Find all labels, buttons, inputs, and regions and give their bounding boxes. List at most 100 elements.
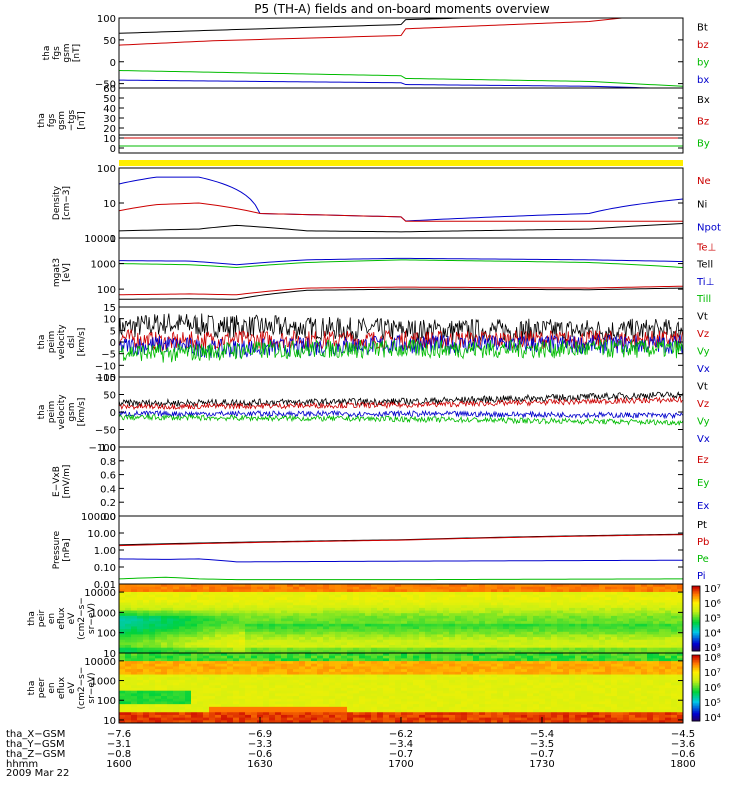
heat-cell bbox=[227, 674, 234, 678]
heat-cell bbox=[191, 709, 198, 713]
heat-cell bbox=[593, 704, 600, 708]
heat-cell bbox=[677, 599, 683, 604]
heat-cell bbox=[161, 720, 168, 723]
heat-cell bbox=[173, 639, 180, 643]
heat-cell bbox=[461, 610, 468, 614]
heat-cell bbox=[425, 696, 432, 700]
heat-cell bbox=[269, 642, 276, 646]
heat-cell bbox=[221, 679, 228, 684]
heat-cell bbox=[407, 653, 414, 657]
heat-cell bbox=[287, 650, 294, 653]
heat-cell bbox=[335, 621, 342, 625]
heat-cell bbox=[473, 599, 480, 604]
heat-cell bbox=[599, 717, 606, 721]
heat-cell bbox=[449, 653, 456, 657]
heat-cell bbox=[557, 690, 564, 694]
heat-cell bbox=[167, 685, 174, 689]
heat-cell bbox=[293, 597, 300, 601]
heat-cell bbox=[149, 706, 156, 711]
heat-cell bbox=[293, 586, 300, 590]
heat-cell bbox=[569, 607, 576, 612]
heat-cell bbox=[521, 607, 528, 612]
heat-cell bbox=[251, 629, 258, 633]
heat-cell bbox=[587, 653, 594, 657]
heat-cell bbox=[569, 661, 576, 665]
heat-cell bbox=[635, 618, 642, 622]
heat-cell bbox=[233, 626, 240, 630]
heat-cell bbox=[515, 629, 522, 633]
heat-cell bbox=[425, 613, 432, 617]
heat-cell bbox=[479, 696, 486, 700]
heat-cell bbox=[251, 661, 258, 665]
heat-cell bbox=[287, 626, 294, 630]
heat-cell bbox=[593, 717, 600, 721]
heat-cell bbox=[587, 599, 594, 604]
heat-cell bbox=[263, 631, 270, 636]
heat-cell bbox=[509, 671, 516, 676]
heat-cell bbox=[329, 589, 336, 593]
heat-cell bbox=[125, 647, 132, 651]
heat-cell bbox=[167, 607, 174, 612]
heat-cell bbox=[395, 704, 402, 708]
heat-cell bbox=[149, 679, 156, 684]
heat-cell bbox=[365, 650, 372, 653]
heat-cell bbox=[437, 584, 444, 588]
heat-cell bbox=[617, 696, 624, 700]
heat-cell bbox=[659, 586, 666, 590]
heat-cell bbox=[227, 661, 234, 665]
heat-cell bbox=[161, 599, 168, 604]
heat-cell bbox=[653, 615, 660, 620]
heat-cell bbox=[293, 685, 300, 689]
heat-cell bbox=[323, 685, 330, 689]
heat-cell bbox=[161, 594, 168, 598]
heat-cell bbox=[191, 642, 198, 646]
heat-cell bbox=[581, 607, 588, 612]
heat-cell bbox=[449, 669, 456, 673]
heat-cell bbox=[299, 621, 306, 625]
heat-cell bbox=[269, 674, 276, 678]
heat-cell bbox=[197, 709, 204, 713]
heat-cell bbox=[215, 637, 222, 641]
heat-cell bbox=[269, 615, 276, 620]
heat-cell bbox=[443, 693, 450, 697]
heat-cell bbox=[557, 642, 564, 646]
heat-cell bbox=[335, 661, 342, 665]
heat-cell bbox=[545, 714, 552, 719]
heat-cell bbox=[641, 626, 648, 630]
heat-cell bbox=[587, 669, 594, 673]
heat-cell bbox=[179, 704, 186, 708]
heat-cell bbox=[257, 650, 264, 653]
heat-cell bbox=[611, 709, 618, 713]
heat-cell bbox=[413, 653, 420, 657]
heat-cell bbox=[131, 584, 138, 588]
heat-cell bbox=[299, 634, 306, 638]
heat-cell bbox=[461, 717, 468, 721]
heat-cell bbox=[365, 661, 372, 665]
heat-cell bbox=[305, 631, 312, 636]
heat-cell bbox=[617, 602, 624, 606]
heat-cell bbox=[161, 688, 168, 692]
heat-cell bbox=[329, 701, 336, 705]
heat-cell bbox=[587, 613, 594, 617]
heat-cell bbox=[359, 610, 366, 614]
heat-cell bbox=[431, 704, 438, 708]
heat-cell bbox=[419, 591, 426, 596]
heat-cell bbox=[473, 712, 480, 716]
heat-cell bbox=[473, 682, 480, 686]
heat-cell bbox=[125, 645, 132, 649]
heat-cell bbox=[161, 669, 168, 673]
heat-cell bbox=[527, 597, 534, 601]
heat-cell bbox=[497, 647, 504, 651]
legend-Vz: Vz bbox=[697, 399, 709, 410]
heat-cell bbox=[275, 645, 282, 649]
heat-cell bbox=[659, 637, 666, 641]
heat-cell bbox=[665, 602, 672, 606]
heat-cell bbox=[365, 610, 372, 614]
heat-cell bbox=[563, 714, 570, 719]
heat-cell bbox=[581, 613, 588, 617]
heat-cell bbox=[521, 655, 528, 659]
heat-cell bbox=[119, 720, 126, 723]
heat-cell bbox=[335, 586, 342, 590]
heat-cell bbox=[473, 613, 480, 617]
